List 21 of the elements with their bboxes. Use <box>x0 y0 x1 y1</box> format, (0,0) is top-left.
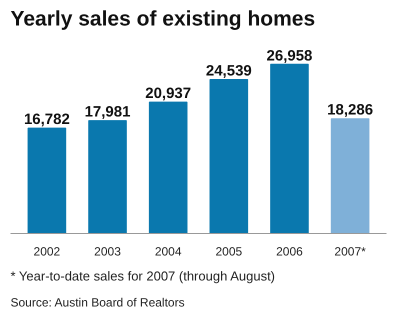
x-tick-label: 2002 <box>34 244 61 258</box>
chart-title: Yearly sales of existing homes <box>10 8 316 30</box>
x-tick-label: 2003 <box>94 244 122 258</box>
data-label: 17,981 <box>84 104 130 121</box>
source-note: Source: Austin Board of Realtors <box>10 296 185 310</box>
bar <box>88 120 127 234</box>
data-label: 24,539 <box>206 62 252 80</box>
bar <box>148 102 188 234</box>
x-tick-label: 2006 <box>276 244 304 258</box>
bar <box>270 64 309 234</box>
x-tick-label: 2005 <box>215 244 242 258</box>
data-label: 20,937 <box>145 85 192 102</box>
data-label: 16,782 <box>24 111 70 128</box>
x-tick-label: 2007* <box>334 244 366 258</box>
data-label: 18,286 <box>327 102 374 119</box>
data-label: 26,958 <box>266 47 312 64</box>
bar <box>330 118 370 234</box>
bar <box>210 78 248 234</box>
text: * Year-to-date sales for 2007 (through August) <box>10 268 276 284</box>
x-tick-label: 2004 <box>154 244 182 258</box>
bar <box>28 128 66 234</box>
